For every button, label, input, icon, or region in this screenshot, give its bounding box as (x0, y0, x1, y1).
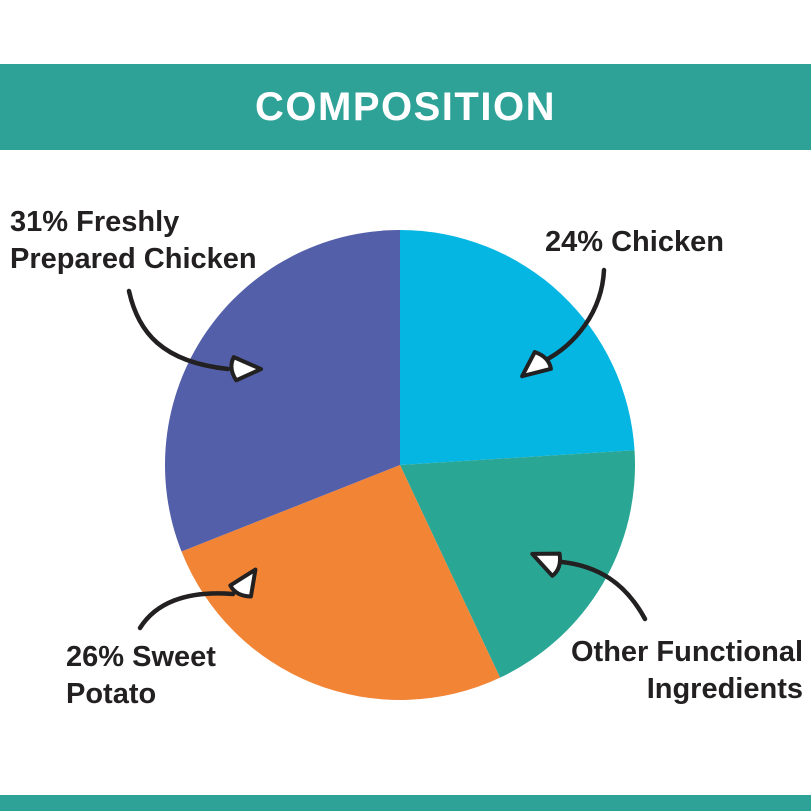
footer-band (0, 795, 811, 811)
pie-chart-svg (164, 230, 636, 700)
pie-slice-2 (181, 465, 501, 700)
label-other-functional-ingredients: Other Functional Ingredients (571, 636, 803, 706)
label-freshly-prepared-chicken: 31% Freshly Prepared Chicken (10, 206, 257, 276)
pie-slice-0 (400, 230, 635, 465)
pie-chart (164, 230, 636, 700)
header-band: COMPOSITION (0, 64, 811, 150)
label-sweet-potato: 26% Sweet Potato (66, 641, 216, 711)
page-title: COMPOSITION (255, 84, 556, 129)
pie-slice-1 (400, 450, 636, 678)
label-chicken: 24% Chicken (545, 226, 724, 258)
